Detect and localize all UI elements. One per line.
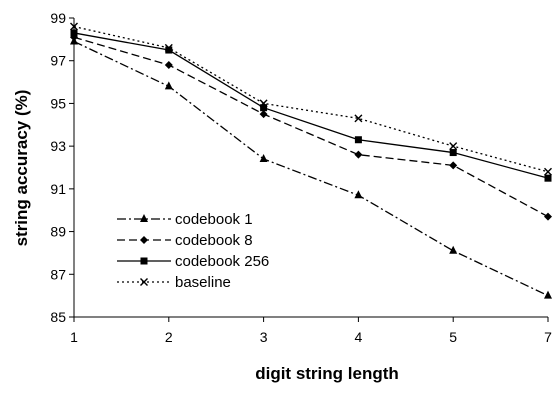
legend-marker-square [140,257,148,265]
x-tick-label: 3 [260,329,268,345]
x-tick-label: 7 [544,329,552,345]
legend-label: baseline [175,274,231,291]
y-tick-label: 91 [50,181,66,197]
data-point-codebook-1 [164,81,173,90]
x-tick-label: 4 [355,329,363,345]
data-point-baseline [354,114,363,123]
legend-label: codebook 256 [175,253,269,270]
legend: codebook 1 codebook 8 codebook 256 baseline [117,211,269,291]
series-baseline [70,22,552,176]
data-point-baseline [70,22,78,31]
series-layer [70,22,552,299]
data-point-codebook-8 [259,110,268,119]
series-codebook-256 [70,29,552,182]
legend-item-baseline: baseline [117,274,231,291]
y-tick-label: 85 [50,309,66,325]
legend-item-codebook-256: codebook 256 [117,253,269,270]
legend-item-codebook-1: codebook 1 [117,211,253,228]
data-point-codebook-8 [544,212,552,221]
data-point-codebook-1 [544,290,552,299]
data-point-codebook-1 [449,245,458,254]
data-point-codebook-1 [354,190,363,199]
data-point-codebook-256 [70,29,78,37]
y-tick-label: 87 [50,266,66,282]
series-codebook-1 [70,36,552,299]
x-tick-label: 1 [70,329,78,345]
data-point-codebook-256 [260,104,268,112]
data-point-codebook-8 [164,60,173,69]
legend-marker-triangle [140,214,148,222]
data-point-baseline [164,43,173,52]
legend-item-codebook-8: codebook 8 [117,232,253,249]
y-tick-label: 93 [50,138,66,154]
y-tick-label: 89 [50,224,66,240]
x-axis-label: digit string length [255,364,399,383]
series-codebook-8 [70,33,552,221]
y-tick-label: 95 [50,95,66,111]
series-line-codebook-256 [73,32,549,179]
series-line-codebook-8 [73,36,549,218]
y-tick-label: 99 [50,10,66,26]
data-point-codebook-1 [259,153,268,162]
legend-label: codebook 1 [175,211,253,228]
data-point-codebook-256 [544,174,552,182]
legend-marker-x [140,278,148,286]
y-tick-label: 97 [50,53,66,69]
series-line-codebook-1 [73,40,549,297]
y-axis-label: string accuracy (%) [12,90,31,247]
axes: 85 87 89 91 93 95 97 99 1 2 3 4 5 7 [50,10,552,345]
data-point-codebook-256 [354,136,362,144]
data-point-baseline [449,142,458,151]
series-line-baseline [73,25,549,173]
x-tick-label: 5 [449,329,457,345]
data-point-codebook-256 [449,149,457,157]
data-point-baseline [259,99,268,108]
data-point-codebook-8 [354,150,363,159]
x-tick-label: 2 [165,329,173,345]
data-point-codebook-256 [165,46,173,54]
data-point-baseline [544,167,552,176]
legend-label: codebook 8 [175,232,253,249]
data-point-codebook-8 [449,161,458,170]
legend-marker-diamond [140,236,148,244]
